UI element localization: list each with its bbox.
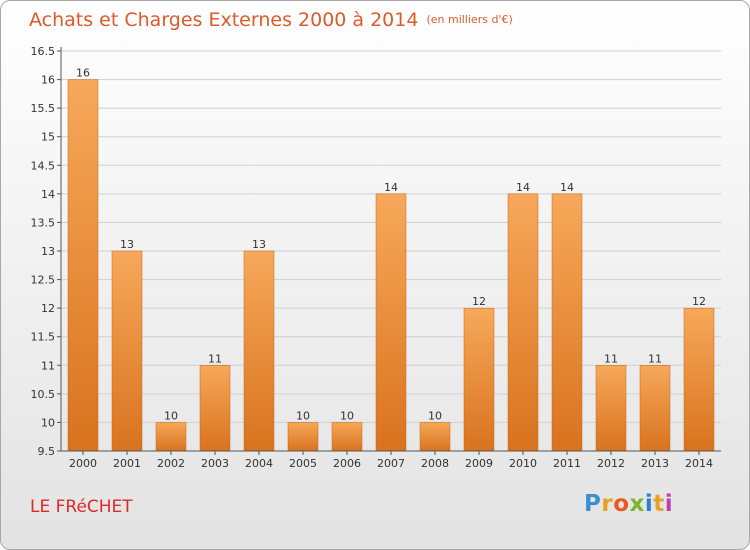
y-tick-label: 11.5	[31, 331, 56, 344]
logo-letter: x	[629, 491, 645, 517]
data-label: 12	[692, 295, 706, 308]
y-tick-label: 10.5	[31, 388, 56, 401]
commune-name: LE FRéCHET	[30, 497, 133, 517]
x-tick-label: 2008	[421, 457, 449, 470]
data-label: 12	[472, 295, 486, 308]
y-tick-label: 15	[41, 131, 55, 144]
title-text: Achats et Charges Externes 2000 à 2014	[29, 9, 419, 31]
data-label: 13	[120, 238, 134, 251]
bar-2000	[67, 79, 99, 452]
logo-letter: t	[653, 491, 665, 517]
y-tick-label: 12	[41, 302, 55, 315]
title-unit: (en milliers d'€)	[426, 13, 513, 26]
y-tick-label: 9.5	[38, 445, 56, 458]
y-tick-label: 16	[41, 74, 55, 87]
x-tick-label: 2005	[289, 457, 317, 470]
data-label: 11	[208, 352, 222, 365]
y-tick-label: 12.5	[31, 274, 56, 287]
logo-letter: r	[601, 491, 614, 517]
labels: 9.5 10 10.5 11 11.5 12 12.5 13 13.5 14 14.5 15 15.5 1…	[31, 45, 714, 470]
proxiti-logo: Proxiti	[584, 491, 673, 517]
y-tick-label: 10	[41, 416, 55, 429]
logo-letter: o	[613, 491, 630, 517]
x-tick-label: 2001	[113, 457, 141, 470]
x-tick-label: 2011	[553, 457, 581, 470]
y-tick-label: 15.5	[31, 102, 56, 115]
chart-title: Achats et Charges Externes 2000 à 2014 (e…	[29, 9, 513, 31]
logo-letter: i	[664, 491, 674, 517]
y-tick-label: 14.5	[31, 159, 56, 172]
y-tick-label: 11	[41, 359, 55, 372]
x-tick-label: 2013	[641, 457, 669, 470]
x-tick-label: 2003	[201, 457, 229, 470]
y-tick-label: 13.5	[31, 216, 56, 229]
bar-2003	[199, 365, 231, 452]
x-tick-label: 2006	[333, 457, 361, 470]
x-tick-label: 2007	[377, 457, 405, 470]
bar-2009	[463, 307, 495, 452]
x-tick-label: 2002	[157, 457, 185, 470]
bar-2011	[551, 193, 583, 452]
data-label: 10	[296, 409, 310, 422]
x-tick-label: 2014	[685, 457, 713, 470]
data-label: 10	[340, 409, 354, 422]
data-label: 10	[164, 409, 178, 422]
data-label: 10	[428, 409, 442, 422]
bar-2001	[111, 250, 143, 452]
data-label: 14	[560, 181, 574, 194]
y-tick-label: 14	[41, 188, 55, 201]
bar-2010	[507, 193, 539, 452]
data-label: 13	[252, 238, 266, 251]
bar-2012	[595, 365, 627, 452]
x-tick-label: 2004	[245, 457, 273, 470]
axes	[57, 47, 721, 455]
x-tick-label: 2012	[597, 457, 625, 470]
x-tick-label: 2009	[465, 457, 493, 470]
x-tick-label: 2000	[69, 457, 97, 470]
y-tick-label: 13	[41, 245, 55, 258]
data-label: 14	[384, 181, 398, 194]
data-label: 11	[648, 352, 662, 365]
bar-2005	[287, 422, 319, 452]
bars	[67, 79, 715, 452]
logo-letter: i	[644, 491, 654, 517]
bar-2006	[331, 422, 363, 452]
x-tick-label: 2010	[509, 457, 537, 470]
bar-2004	[243, 250, 275, 452]
y-tick-label: 16.5	[31, 45, 56, 58]
data-label: 11	[604, 352, 618, 365]
bar-2002	[155, 422, 187, 452]
bar-2007	[375, 193, 407, 452]
data-label: 16	[76, 67, 90, 80]
bar-2014	[683, 307, 715, 452]
logo-letter: P	[584, 491, 602, 517]
data-label: 14	[516, 181, 530, 194]
bar-2013	[639, 365, 671, 452]
bar-2008	[419, 422, 451, 452]
